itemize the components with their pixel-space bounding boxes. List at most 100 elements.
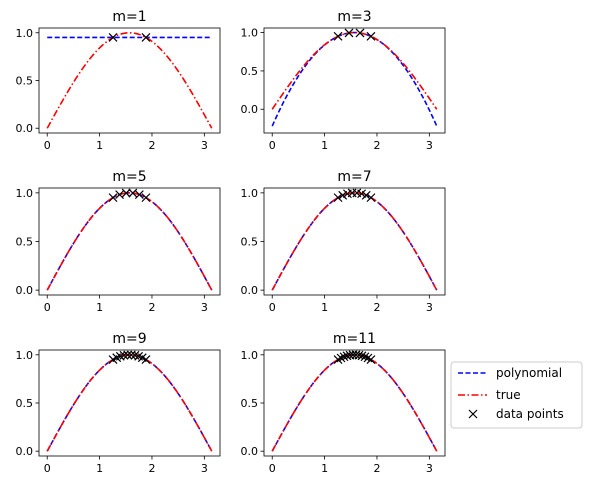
data-point-marker [134,190,144,200]
x-tick-label: 0 [44,462,51,475]
data-point-marker [121,188,131,198]
true-line [271,31,438,110]
marker-stroke [119,350,129,360]
data-point-marker [357,189,366,199]
data-point-marker [338,190,348,200]
x-tick-label: 1 [321,301,328,314]
axes-frame [38,187,221,296]
true-line [46,192,213,291]
polynomial-line [271,31,438,127]
marker-stroke [338,190,348,200]
x-tick-label: 1 [96,462,103,475]
marker-stroke [342,351,352,361]
y-tick-label: 0.0 [241,445,259,458]
data-point-marker [357,351,367,361]
marker-stroke [121,188,131,198]
data-point-marker [360,352,370,362]
marker-stroke [123,350,133,360]
true-line [271,192,438,291]
legend-frame [450,361,583,429]
marker-stroke [128,188,138,198]
x-tick-label: 0 [269,462,276,475]
legend-polynomial-label: polynomial [496,366,562,380]
data-point-marker [119,350,129,360]
data-point-marker [336,353,346,363]
polynomial-line [271,354,438,452]
x-tick-label: 1 [321,139,328,152]
x-tick-label: 3 [201,301,208,314]
marker-stroke [352,188,362,198]
true-line [46,354,213,452]
marker-stroke [141,193,151,203]
axes-frame [38,27,221,134]
y-tick-label: 0.0 [16,122,34,135]
y-tick-label: 0.5 [241,397,259,410]
marker-stroke [333,193,343,203]
plot-area [46,192,213,291]
y-tick-label: 1.0 [241,27,259,40]
marker-stroke [363,353,373,363]
y-tick-label: 1.0 [16,349,34,362]
subplot-5: m=9 0 1 2 3 0.0 0.5 1.0 [16,331,221,475]
data-point-marker [128,188,138,198]
marker-stroke [115,190,125,200]
marker-stroke [108,33,118,42]
y-tick-label: 0.5 [16,236,34,249]
x-tick-label: 1 [321,462,328,475]
marker-stroke [134,190,144,200]
plot-area [271,192,438,291]
subplot-title: m=3 [337,9,371,25]
data-point-marker [123,350,133,360]
plot-area [271,31,438,127]
data-point-marker [333,31,343,41]
subplot-2: m=3 0 1 2 3 0.0 0.5 1.0 [241,9,446,152]
data-point-marker [333,193,343,203]
marker-stroke [126,350,136,360]
plot-area [46,31,213,129]
marker-stroke [336,353,346,363]
data-point-marker [366,193,376,203]
data-point-marker [126,350,136,360]
plot-area [46,354,213,452]
data-point-marker [141,355,151,364]
marker-stroke [355,28,365,38]
x-tick-label: 3 [426,462,433,475]
marker-stroke [137,353,147,363]
marker-stroke [361,190,371,200]
legend-data-points-marker [468,409,478,419]
y-tick-label: 1.0 [16,187,34,200]
y-tick-label: 1.0 [16,27,34,40]
x-tick-label: 2 [148,301,155,314]
data-point-marker [363,353,373,363]
x-tick-label: 2 [148,139,155,152]
legend: polynomial true data points [450,361,583,429]
y-tick-label: 0.5 [16,397,34,410]
marker-stroke [344,28,354,38]
marker-stroke [134,351,144,361]
x-tick-label: 3 [201,139,208,152]
data-point-marker [361,190,371,200]
axes-frame [38,349,221,457]
data-point-marker [366,31,376,41]
marker-stroke [357,189,366,199]
x-tick-label: 3 [426,139,433,152]
marker-stroke [130,350,140,360]
marker-stroke [141,33,151,42]
x-tick-label: 2 [373,301,380,314]
x-tick-label: 2 [148,462,155,475]
legend-data-points-label: data points [496,407,564,421]
y-tick-label: 0.0 [241,103,259,116]
x-tick-label: 1 [96,301,103,314]
data-point-marker [339,352,349,362]
y-tick-label: 0.5 [241,65,259,78]
data-point-marker [355,28,365,38]
y-tick-label: 1.0 [241,187,259,200]
subplot-title: m=5 [112,169,146,185]
marker-stroke [141,355,151,364]
y-tick-label: 0.0 [16,445,34,458]
true-line [46,31,213,129]
axes-frame [263,349,446,457]
x-tick-label: 3 [426,301,433,314]
y-tick-label: 1.0 [241,349,259,362]
